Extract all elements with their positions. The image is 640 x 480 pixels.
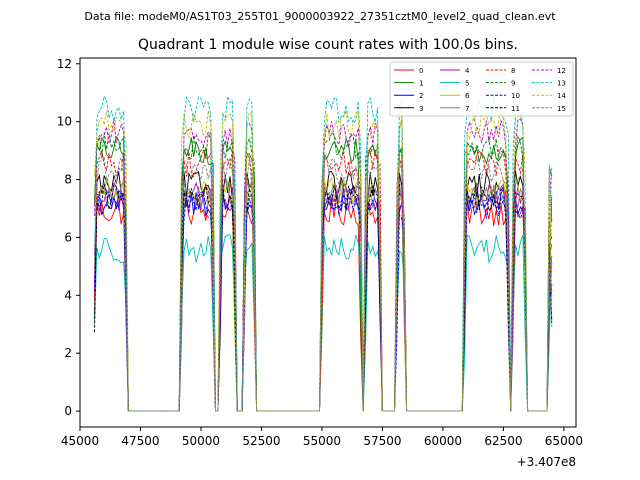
series-line-15 [94, 155, 553, 412]
x-tick-label: 47500 [121, 434, 159, 448]
x-tick-label: 57500 [363, 434, 401, 448]
legend-label-12: 12 [557, 67, 566, 75]
legend-label-10: 10 [511, 92, 520, 100]
chart-title: Quadrant 1 module wise count rates with … [138, 37, 518, 53]
y-axis: 0 2 4 6 8 10 12 [57, 57, 80, 418]
y-tick-label: 2 [64, 346, 72, 360]
legend-label-15: 15 [557, 105, 566, 113]
legend-label-3: 3 [419, 105, 423, 113]
x-axis: 45000 47500 50000 52500 55000 57500 60000 62500… [61, 427, 583, 448]
series-line-8 [94, 148, 553, 412]
chart-suptitle: Data file: modeM0/AS1T03_255T01_90000039… [84, 10, 556, 23]
y-tick-label: 4 [64, 288, 72, 302]
series-line-10 [94, 191, 553, 412]
y-tick-label: 10 [57, 115, 72, 129]
y-tick-label: 12 [57, 57, 72, 71]
x-tick-label: 62500 [484, 434, 522, 448]
x-tick-label: 52500 [242, 434, 280, 448]
legend-label-2: 2 [419, 92, 423, 100]
y-tick-label: 8 [64, 173, 72, 187]
legend-box [389, 61, 574, 117]
x-offset-label: +3.407e8 [517, 455, 576, 469]
legend-label-6: 6 [465, 92, 470, 100]
y-tick-label: 0 [64, 404, 72, 418]
x-tick-label: 55000 [303, 434, 341, 448]
x-tick-label: 50000 [182, 434, 220, 448]
legend-label-9: 9 [511, 80, 515, 88]
x-tick-label: 60000 [424, 434, 462, 448]
legend-label-0: 0 [419, 67, 423, 75]
legend-label-4: 4 [465, 67, 470, 75]
x-tick-label: 65000 [545, 434, 583, 448]
legend-label-13: 13 [557, 80, 566, 88]
legend-label-14: 14 [557, 92, 566, 100]
x-tick-label: 45000 [61, 434, 99, 448]
plot-frame [79, 57, 577, 428]
legend-label-11: 11 [511, 105, 520, 113]
series-layer [94, 95, 553, 412]
legend-label-5: 5 [465, 80, 469, 88]
legend-label-1: 1 [419, 80, 423, 88]
y-tick-label: 6 [64, 230, 72, 244]
legend-label-8: 8 [511, 67, 515, 75]
legend-label-7: 7 [465, 105, 469, 113]
